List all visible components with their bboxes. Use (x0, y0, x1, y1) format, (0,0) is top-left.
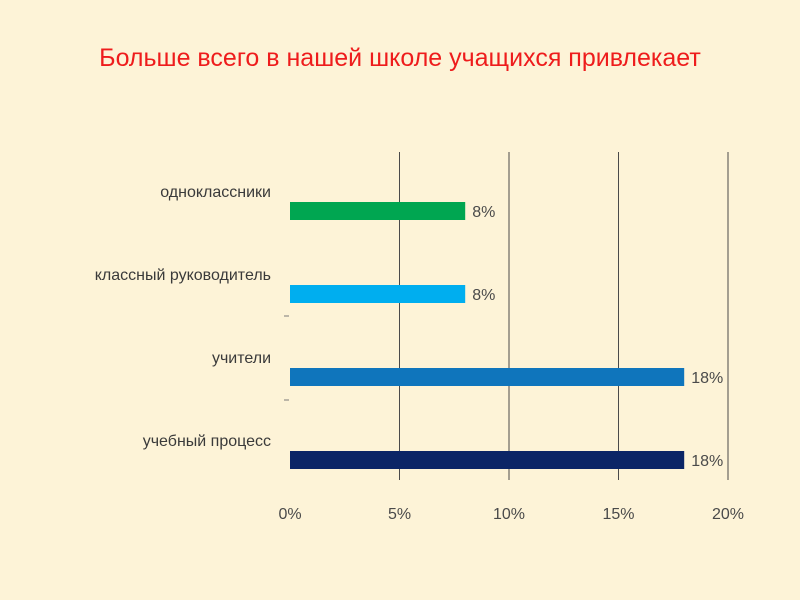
category-label: одноклассники (160, 184, 271, 201)
data-label: 18% (691, 370, 723, 387)
bar (290, 368, 685, 386)
bar (290, 202, 466, 220)
x-tick-label: 0% (278, 506, 301, 523)
category-label: классный руководитель (95, 267, 271, 284)
x-tick-label: 20% (712, 506, 744, 523)
x-tick-label: 15% (602, 506, 634, 523)
data-label: 18% (691, 453, 723, 470)
category-label: учители (212, 350, 271, 367)
chart-title: Больше всего в нашей школе учащихся прив… (99, 44, 701, 72)
data-label: 8% (472, 204, 495, 221)
bar (290, 451, 685, 469)
bar (290, 285, 466, 303)
data-label: 8% (472, 287, 495, 304)
category-label: учебный процесс (143, 433, 271, 450)
x-tick-label: 10% (493, 506, 525, 523)
x-tick-label: 5% (388, 506, 411, 523)
